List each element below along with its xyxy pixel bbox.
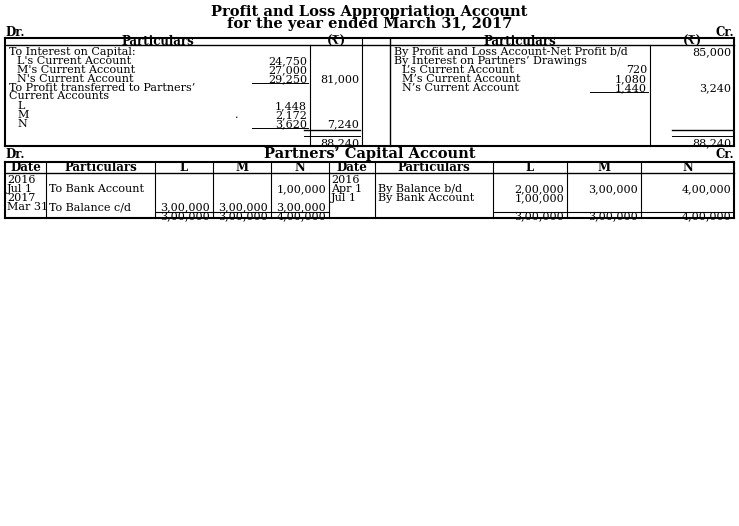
Text: To Interest on Capital:: To Interest on Capital:: [9, 47, 136, 57]
Text: 1,448: 1,448: [275, 101, 307, 111]
Text: 3,00,000: 3,00,000: [588, 184, 638, 194]
Text: Mar 31: Mar 31: [7, 202, 48, 212]
Text: 88,240: 88,240: [692, 138, 731, 148]
Text: for the year ended March 31, 2017: for the year ended March 31, 2017: [227, 17, 512, 31]
Text: 1,00,000: 1,00,000: [276, 184, 326, 194]
Text: Cr.: Cr.: [715, 147, 734, 160]
Text: 3,00,000: 3,00,000: [588, 211, 638, 221]
Text: Date: Date: [10, 161, 41, 174]
Text: To Balance c/d: To Balance c/d: [49, 202, 131, 212]
Text: 88,240: 88,240: [320, 138, 359, 148]
Text: L: L: [180, 161, 188, 174]
Text: Dr.: Dr.: [5, 147, 24, 160]
Text: By Interest on Partners’ Drawings: By Interest on Partners’ Drawings: [394, 56, 587, 66]
Text: Current Accounts: Current Accounts: [9, 91, 109, 101]
Text: 2016: 2016: [331, 175, 359, 185]
Text: 27,000: 27,000: [268, 65, 307, 75]
Text: 720: 720: [626, 65, 647, 75]
Text: Cr.: Cr.: [715, 25, 734, 38]
Text: Particulars: Particulars: [64, 161, 137, 174]
Text: 3,00,000: 3,00,000: [514, 211, 564, 221]
Text: 29,250: 29,250: [268, 74, 307, 84]
Text: Profit and Loss Appropriation Account: Profit and Loss Appropriation Account: [211, 5, 528, 19]
Text: Partners’ Capital Account: Partners’ Capital Account: [264, 147, 475, 161]
Text: N’s Current Account: N’s Current Account: [402, 83, 519, 93]
Text: L: L: [17, 101, 24, 111]
Text: 3,00,000: 3,00,000: [160, 202, 210, 212]
Text: By Bank Account: By Bank Account: [378, 193, 474, 203]
Text: (₹): (₹): [327, 35, 346, 48]
Text: Jul 1: Jul 1: [331, 193, 357, 203]
Text: M: M: [598, 161, 610, 174]
Text: 1,080: 1,080: [615, 74, 647, 84]
Text: 85,000: 85,000: [692, 47, 731, 57]
Text: 2,172: 2,172: [275, 110, 307, 120]
Text: 3,00,000: 3,00,000: [160, 211, 210, 221]
Text: By Profit and Loss Account-Net Profit b/d: By Profit and Loss Account-Net Profit b/…: [394, 47, 627, 57]
Text: 2017: 2017: [7, 193, 35, 203]
Text: Particulars: Particulars: [398, 161, 471, 174]
Text: N: N: [17, 119, 27, 129]
Text: M's Current Account: M's Current Account: [17, 65, 135, 75]
Text: 2,00,000: 2,00,000: [514, 184, 564, 194]
Text: 3,00,000: 3,00,000: [218, 202, 268, 212]
Text: L: L: [526, 161, 534, 174]
Text: Dr.: Dr.: [5, 25, 24, 38]
Text: 7,240: 7,240: [327, 119, 359, 129]
Text: L's Current Account: L's Current Account: [17, 56, 131, 66]
Text: N: N: [682, 161, 693, 174]
Text: To Bank Account: To Bank Account: [49, 184, 144, 194]
Text: 3,00,000: 3,00,000: [276, 202, 326, 212]
Text: 3,00,000: 3,00,000: [218, 211, 268, 221]
Text: 24,750: 24,750: [268, 56, 307, 66]
Text: M: M: [17, 110, 28, 120]
Text: N's Current Account: N's Current Account: [17, 74, 134, 84]
Text: 1,440: 1,440: [615, 83, 647, 93]
Text: N: N: [295, 161, 305, 174]
Text: 81,000: 81,000: [320, 74, 359, 84]
Text: Apr 1: Apr 1: [331, 184, 362, 194]
Text: Jul 1: Jul 1: [7, 184, 33, 194]
Text: Date: Date: [336, 161, 367, 174]
Text: 4,00,000: 4,00,000: [681, 211, 731, 221]
Text: To Profit transferred to Partners’: To Profit transferred to Partners’: [9, 83, 195, 93]
Text: 2016: 2016: [7, 175, 35, 185]
Text: 3,620: 3,620: [275, 119, 307, 129]
Text: Particulars: Particulars: [483, 35, 556, 48]
Text: 4,00,000: 4,00,000: [681, 184, 731, 194]
Text: .: .: [235, 110, 239, 120]
Text: By Balance b/d: By Balance b/d: [378, 184, 462, 194]
Text: M: M: [236, 161, 248, 174]
Text: 4,00,000: 4,00,000: [276, 211, 326, 221]
Text: L’s Current Account: L’s Current Account: [402, 65, 514, 75]
Text: Particulars: Particulars: [121, 35, 194, 48]
Text: 1,00,000: 1,00,000: [514, 193, 564, 203]
Text: M’s Current Account: M’s Current Account: [402, 74, 520, 84]
Text: (₹): (₹): [682, 35, 701, 48]
Text: 3,240: 3,240: [699, 83, 731, 93]
